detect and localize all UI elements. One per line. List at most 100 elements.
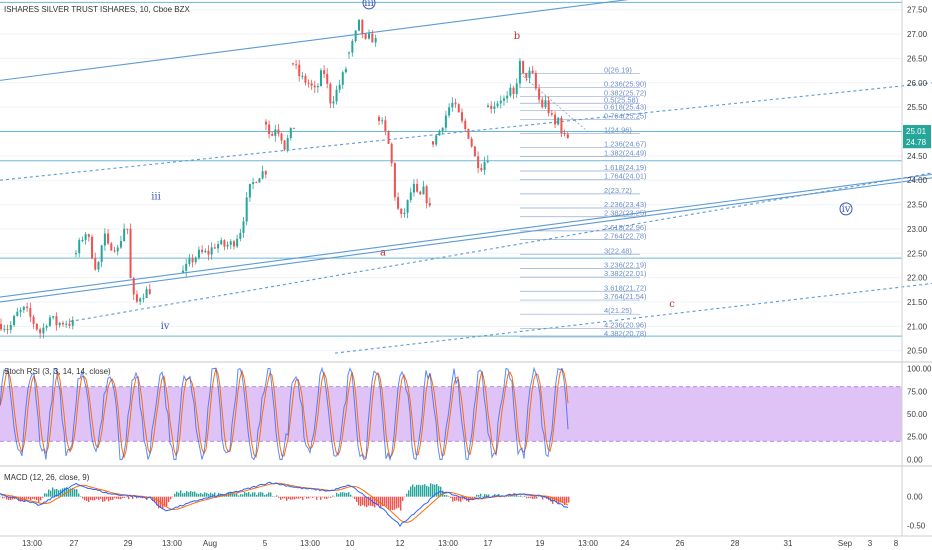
stoch-rsi-axis[interactable]: 100.00 75.00 50.00 25.00 0.00 [907,365,932,465]
macd-axis[interactable]: 0.00 -0.50 [907,493,926,531]
candle-body [560,117,563,134]
macd-histogram-bar [200,492,202,497]
macd-histogram-bar [106,496,108,500]
macd-histogram-bar [458,496,460,502]
candle-body [502,98,505,101]
macd-pane[interactable]: MACD (12, 26, close, 9) [0,473,570,528]
macd-histogram-bar [296,496,298,499]
fib-level-label: 0.618(25.43) [604,103,647,112]
macd-histogram-bar [30,496,32,501]
channel-lines [0,0,932,354]
candle-body [477,156,480,169]
fib-level-label: 3.236(22.19) [604,260,647,269]
macd-histogram-bar [18,496,20,502]
macd-histogram-bar [504,496,506,498]
macd-histogram-bar [522,496,524,498]
macd-histogram-bar [410,486,412,497]
candle-body [129,228,132,279]
macd-tick-label: -0.50 [907,521,926,530]
macd-histogram-bar [98,496,100,500]
price-pane[interactable]: 0(26.19) 0.236(25.90)0.382(25.72)0.5(25.5… [0,0,932,354]
macd-histogram-bar [348,492,350,497]
candle-body [26,306,29,309]
price-tag-box [903,125,931,138]
candle-body [261,171,264,179]
time-tick-label: 13:00 [22,539,43,548]
macd-histogram-bar [134,496,136,498]
fib-level-label: 2.236(23.43) [604,200,647,209]
macd-histogram-bar [436,484,438,497]
macd-histogram-bar [332,495,334,497]
macd-histogram-bar [64,487,66,497]
macd-histogram-bar [532,496,534,500]
stoch-rsi-pane[interactable]: Stoch RSI (3, 3, 14, 14, close) [0,366,902,462]
macd-histogram-bar [324,496,326,499]
price-tick-label: 20.50 [907,347,928,356]
macd-line [0,481,569,528]
macd-histogram-bar [442,490,444,497]
candle-body [245,197,248,222]
macd-histogram-bar [534,496,536,499]
macd-histogram-bar [446,495,448,497]
macd-histogram-bar [408,490,410,497]
candle-body [292,63,294,65]
macd-histogram-bar [448,496,450,498]
macd-histogram-bar [426,485,428,497]
macd-histogram-bar [130,496,132,498]
time-tick-label: 12 [396,539,405,548]
candle-body [301,75,304,77]
macd-histogram-bar [74,489,76,497]
time-axis[interactable]: 13:00 27 29 13:00 Aug 5 13:00 10 12 13:00 17 19 13:0… [22,539,899,548]
price-axis[interactable]: 27.5027.0026.5026.0025.5025.0024.5024.00… [907,6,928,356]
macd-histogram-bar [38,496,40,503]
candle-body [280,133,283,141]
channel-line [0,82,932,181]
macd-histogram-bar [434,484,436,497]
candle-body [425,186,428,204]
candle-body [29,308,32,317]
macd-histogram-bar [118,496,120,500]
candle-body [406,200,409,213]
candle-body [188,258,191,264]
wave-label: iii [151,192,161,203]
macd-histogram-bar [350,494,352,497]
wave-label: c [669,299,675,310]
macd-histogram-bar [540,496,542,497]
candle-body [518,60,521,84]
time-tick-label: 24 [621,539,630,548]
macd-histogram-bar [10,496,12,501]
fib-level-label: 4.382(20.78) [604,329,647,338]
candle-body [351,40,354,53]
candle-body [39,329,42,334]
macd-histogram-bar [336,492,338,497]
macd-histogram-bar [168,496,170,503]
candle-body [19,309,22,312]
price-tick-label: 22.50 [907,249,928,258]
candle-body [252,182,255,184]
candle-body [384,120,387,131]
macd-histogram-bar [188,492,190,497]
macd-histogram-bar [326,496,328,500]
macd-histogram-bar [330,496,332,498]
macd-histogram-bar [358,496,360,506]
candle-body [182,270,184,273]
macd-histogram-bar [256,495,258,497]
macd-histogram-bar [240,494,242,497]
macd-histogram-bar [374,496,376,508]
macd-histogram-bar [6,496,8,500]
macd-histogram-bar [132,496,134,500]
macd-histogram-bar [302,496,304,500]
macd-histogram-bar [536,496,538,499]
stoch-rsi-title: Stoch RSI (3, 3, 14, 14, close) [4,367,111,376]
candle-body [264,171,267,175]
macd-histogram-bar [202,494,204,497]
macd-histogram-bar [178,492,180,497]
price-tick-label: 23.50 [907,201,928,210]
candle-body [226,244,229,247]
candle-body [217,244,220,249]
macd-histogram-bar [290,496,292,500]
time-tick-label: 3 [868,539,873,548]
macd-histogram-bar [8,496,10,501]
candle-body [361,19,364,34]
macd-lines [0,481,569,528]
